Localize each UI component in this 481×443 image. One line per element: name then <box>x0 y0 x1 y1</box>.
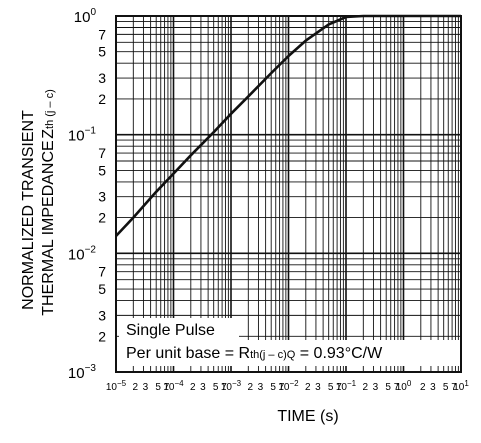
x-tick-label: 5 <box>443 382 449 393</box>
y-tick-label: 10−2 <box>68 244 97 263</box>
x-tick-label: 3 <box>373 382 379 393</box>
y-tick-label: 7 <box>98 26 106 42</box>
y-tick-label: 100 <box>74 7 97 26</box>
x-tick-label: 7 <box>451 382 457 393</box>
x-tick-label: 2 <box>133 382 139 393</box>
series-line <box>115 14 461 237</box>
x-tick-label: 3 <box>258 382 264 393</box>
x-tick-label: 5 <box>328 382 334 393</box>
x-tick-label: 10−4 <box>163 379 184 393</box>
y-tick-label: 5 <box>98 162 106 178</box>
x-tick-label: 5 <box>270 382 276 393</box>
x-axis-label: TIME (s) <box>277 408 338 425</box>
y-tick-label: 2 <box>98 210 106 226</box>
x-tick-label: 2 <box>190 382 196 393</box>
y-tick-label: 3 <box>98 70 106 86</box>
x-tick-label: 2 <box>305 382 311 393</box>
plot-frame <box>115 15 462 373</box>
y-axis-label-symbol: Zth (j – c) <box>40 89 57 139</box>
y-tick-label: 7 <box>98 145 106 161</box>
x-tick-label: 5 <box>385 382 391 393</box>
y-tick-label: 5 <box>98 44 106 60</box>
x-tick-label: 10−3 <box>221 379 242 393</box>
y-tick-label: 7 <box>98 264 106 280</box>
x-tick-label: 3 <box>430 382 436 393</box>
y-tick-label: 2 <box>98 91 106 107</box>
x-tick-label: 2 <box>363 382 369 393</box>
annotation-single-pulse: Single Pulse <box>126 322 215 339</box>
x-tick-label: 7 <box>164 382 170 393</box>
annotation-box: Single Pulse Per unit base = Rth(j – c)Q… <box>119 318 459 366</box>
grid <box>115 16 461 373</box>
y-tick-label: 10−1 <box>68 126 97 145</box>
x-tick-label: 100 <box>396 379 412 393</box>
x-tick-label: 7 <box>221 382 227 393</box>
x-tick-label: 7 <box>336 382 342 393</box>
x-tick-label: 10−5 <box>106 379 127 393</box>
x-tick-label: 5 <box>213 382 219 393</box>
y-axis-label-line1: NORMALIZED TRANSIENT <box>20 110 37 310</box>
y-tick-label: 3 <box>98 307 106 323</box>
annotation-unit-base: Per unit base = Rth(j – c)Q = 0.93°C/W <box>126 345 383 362</box>
y-axis-label: NORMALIZED TRANSIENT THERMAL IMPEDANCE Z… <box>20 89 57 315</box>
x-tick-label: 2 <box>420 382 426 393</box>
x-tick-label: 7 <box>279 382 285 393</box>
y-tick-label: 3 <box>98 189 106 205</box>
y-axis-label-line2: THERMAL IMPEDANCE <box>40 140 57 315</box>
x-tick-label: 10−2 <box>278 379 299 393</box>
x-tick-label: 5 <box>155 382 161 393</box>
y-tick-label: 2 <box>98 328 106 344</box>
x-tick-label: 3 <box>143 382 149 393</box>
x-tick-label: 2 <box>248 382 254 393</box>
y-tick-label: 5 <box>98 281 106 297</box>
y-tick-label: 10−3 <box>68 363 97 382</box>
x-tick-label: 10−1 <box>336 379 357 393</box>
x-tick-label: 101 <box>453 379 469 393</box>
x-tick-label: 3 <box>200 382 206 393</box>
x-tick-label: 7 <box>394 382 400 393</box>
x-tick-label: 3 <box>315 382 321 393</box>
